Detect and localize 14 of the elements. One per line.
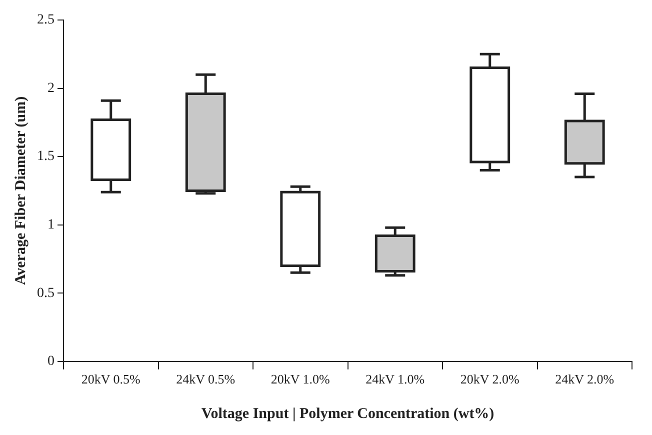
y-tick-label: 0.5 — [37, 286, 54, 301]
x-tick-label: 24kV 0.5% — [176, 372, 236, 387]
x-tick-label: 20kV 1.0% — [270, 372, 330, 387]
y-tick-label: 1 — [48, 218, 54, 233]
y-tick-label: 0 — [48, 354, 54, 370]
x-tick-label: 20kV 0.5% — [81, 372, 141, 387]
y-tick-label: 2 — [48, 80, 54, 96]
y-tick-label: 1.5 — [37, 149, 54, 164]
y-axis-title: Average Fiber Diameter (um) — [12, 96, 29, 286]
y-tick-label: 2.5 — [37, 12, 54, 28]
x-tick-label: 24kV 2.0% — [555, 372, 614, 387]
x-tick-label: 20kV 2.0% — [460, 372, 520, 387]
x-axis-title: Voltage Input | Polymer Concentration (wt%) — [201, 406, 494, 422]
x-tick-label: 24kV 1.0% — [366, 372, 425, 387]
